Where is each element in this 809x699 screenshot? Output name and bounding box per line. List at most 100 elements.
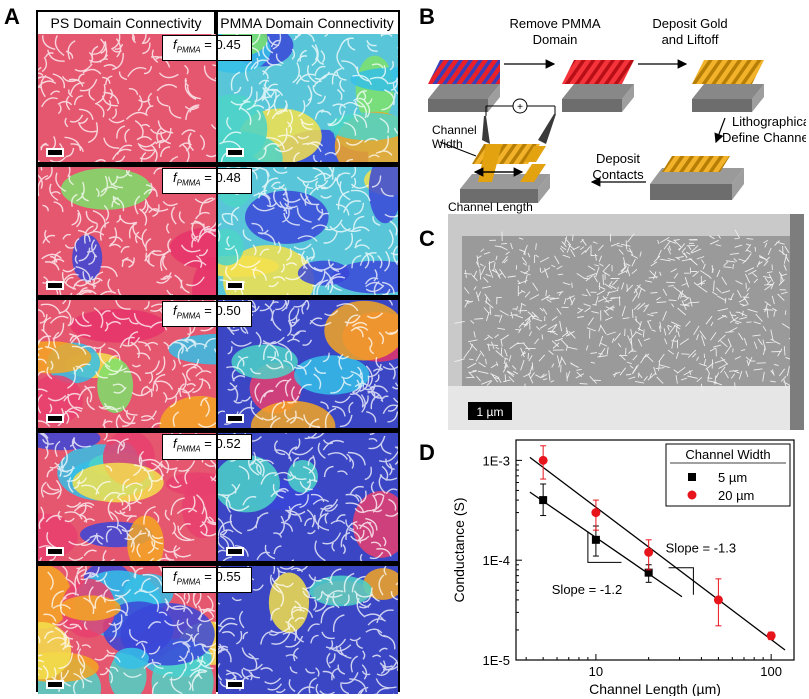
x-tick-label: 10 bbox=[589, 664, 603, 679]
panel-label-d: D bbox=[419, 440, 435, 465]
f-pmma-label-2: fPMMA = 0.48 bbox=[162, 168, 252, 194]
fabrication-schematic: + Remove PMMA Domain Deposit Gold and Li… bbox=[428, 16, 806, 214]
arrow-step3 bbox=[714, 117, 726, 144]
y-tick-label: 1E-5 bbox=[483, 653, 510, 668]
data-point-20um bbox=[538, 455, 548, 465]
data-point-5um bbox=[644, 568, 653, 577]
label-channel-width-1: Channel bbox=[432, 123, 477, 137]
scale-bar-label: 1 µm bbox=[477, 405, 504, 419]
slope-annotation-20um: Slope = -1.3 bbox=[666, 540, 736, 555]
y-axis-label: Conductance (S) bbox=[451, 497, 467, 602]
legend-entry: 5 µm bbox=[718, 470, 747, 485]
svg-text:+: + bbox=[517, 102, 523, 113]
domain-connectivity-grid: PS Domain Connectivity PMMA Domain Conne… bbox=[36, 10, 400, 694]
f-subscript: PMMA bbox=[176, 178, 201, 188]
f-subscript: PMMA bbox=[176, 45, 201, 55]
step-remove-pmma-1: Remove PMMA bbox=[509, 16, 600, 31]
f-symbol: f bbox=[173, 37, 177, 52]
legend-entry: 20 µm bbox=[718, 488, 754, 503]
f-subscript: PMMA bbox=[176, 311, 201, 321]
step-contacts-2: Contacts bbox=[592, 167, 644, 182]
meter-icon bbox=[512, 98, 528, 114]
slope-triangle-20um bbox=[668, 567, 694, 595]
scale-bar bbox=[226, 414, 244, 423]
data-point-20um bbox=[644, 547, 654, 557]
pmma-micrograph-5 bbox=[218, 566, 398, 694]
chip-channels bbox=[650, 156, 744, 200]
f-symbol: f bbox=[173, 303, 177, 318]
ps-micrograph-2 bbox=[38, 167, 216, 295]
row-separator bbox=[38, 295, 398, 300]
y-tick-label: 1E-3 bbox=[483, 453, 510, 468]
sem-micrograph: 1 µm bbox=[448, 214, 804, 430]
legend-marker-5um bbox=[688, 473, 696, 481]
scale-bar bbox=[46, 680, 64, 689]
data-point-5um bbox=[539, 496, 548, 505]
step-deposit-gold-2: and Liftoff bbox=[662, 32, 719, 47]
label-channel-width-2: Width bbox=[432, 137, 463, 151]
panel-label-a: A bbox=[4, 4, 20, 29]
panel-label-b: B bbox=[419, 4, 435, 29]
f-pmma-label-1: fPMMA = 0.45 bbox=[162, 35, 252, 61]
legend-box bbox=[665, 443, 791, 507]
f-symbol: f bbox=[173, 569, 177, 584]
probe-right bbox=[538, 114, 556, 144]
conductance-chart: 10 100 1E-5 1E-4 1E-3 Channel Length (µm) Cond… bbox=[451, 439, 795, 696]
legend-marker-20um bbox=[687, 490, 697, 500]
legend-title: Channel Width bbox=[685, 447, 770, 462]
step-remove-pmma-2: Domain bbox=[533, 32, 578, 47]
data-point-20um bbox=[766, 631, 776, 641]
f-symbol: f bbox=[173, 436, 177, 451]
f-value: = 0.48 bbox=[200, 170, 241, 185]
pmma-column-header: PMMA Domain Connectivity bbox=[216, 12, 398, 34]
data-point-5um bbox=[591, 535, 600, 544]
ps-micrograph-4 bbox=[38, 433, 216, 561]
scale-bar bbox=[226, 547, 244, 556]
scale-bar-box bbox=[468, 402, 512, 420]
step-deposit-gold-1: Deposit Gold bbox=[652, 16, 727, 31]
label-channel-length: Channel Length bbox=[448, 200, 533, 214]
x-tick-label: 100 bbox=[760, 664, 782, 679]
column-separator bbox=[216, 12, 218, 690]
row-separator bbox=[38, 162, 398, 167]
scale-bar bbox=[46, 414, 64, 423]
f-value: = 0.52 bbox=[200, 436, 241, 451]
f-pmma-label-4: fPMMA = 0.52 bbox=[162, 434, 252, 460]
row-separator bbox=[38, 561, 398, 566]
step-contacts-1: Deposit bbox=[596, 151, 640, 166]
step-litho-2: Define Channels bbox=[722, 130, 806, 145]
scale-bar bbox=[46, 281, 64, 290]
f-subscript: PMMA bbox=[176, 444, 201, 454]
step-litho-1: Lithographically bbox=[732, 114, 806, 129]
slope-annotation-5um: Slope = -1.2 bbox=[552, 582, 622, 597]
scale-bar bbox=[226, 281, 244, 290]
chip-gold bbox=[692, 60, 764, 112]
f-value: = 0.50 bbox=[200, 303, 241, 318]
f-value: = 0.55 bbox=[200, 569, 241, 584]
scale-bar bbox=[46, 148, 64, 157]
fit-line-5um bbox=[529, 491, 683, 598]
x-axis-label: Channel Length (µm) bbox=[589, 681, 721, 696]
f-subscript: PMMA bbox=[176, 577, 201, 587]
f-value: = 0.45 bbox=[200, 37, 241, 52]
scale-bar bbox=[226, 148, 244, 157]
fit-line-20um bbox=[529, 456, 786, 651]
chip-device: + bbox=[439, 98, 556, 203]
data-point-20um bbox=[591, 508, 601, 518]
sem-image: 1 µm bbox=[448, 214, 804, 430]
scale-bar bbox=[46, 547, 64, 556]
chip-pmma-removed bbox=[562, 60, 634, 112]
f-symbol: f bbox=[173, 170, 177, 185]
plot-frame bbox=[515, 439, 795, 661]
ps-column-header: PS Domain Connectivity bbox=[38, 12, 216, 34]
f-pmma-label-5: fPMMA = 0.55 bbox=[162, 567, 252, 593]
chip-bcp bbox=[428, 60, 500, 112]
probe-left bbox=[482, 116, 490, 144]
panel-label-c: C bbox=[419, 226, 435, 251]
scale-bar bbox=[226, 680, 244, 689]
data-point-20um bbox=[713, 595, 723, 605]
f-pmma-label-3: fPMMA = 0.50 bbox=[162, 301, 252, 327]
row-separator bbox=[38, 428, 398, 433]
y-tick-label: 1E-4 bbox=[483, 553, 510, 568]
slope-triangle-5um bbox=[587, 532, 622, 563]
